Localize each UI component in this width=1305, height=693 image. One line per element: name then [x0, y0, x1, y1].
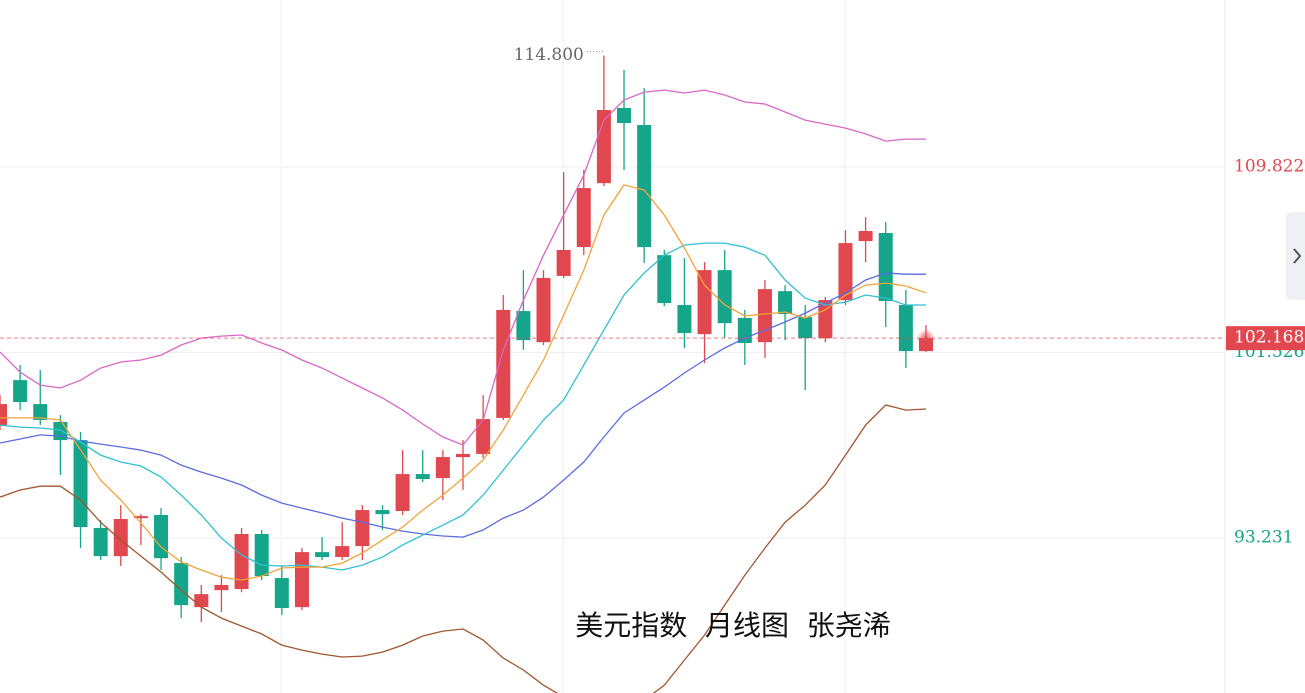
- candle-body: [657, 255, 672, 304]
- candle-body: [194, 594, 209, 608]
- candle-body: [737, 317, 752, 344]
- candle-body: [154, 514, 169, 559]
- y-tick-label: 109.822: [1234, 156, 1304, 176]
- indicator-line: [0, 272, 926, 538]
- max-label: 114.800: [514, 45, 584, 65]
- last-price-box: [1226, 326, 1305, 351]
- candle-body: [13, 380, 28, 403]
- last-price-label: 102.168: [1234, 328, 1304, 348]
- side-tab[interactable]: [1286, 212, 1305, 300]
- candle-body: [536, 277, 551, 343]
- candle-body: [878, 233, 893, 301]
- candle-body: [637, 125, 652, 248]
- candle-body: [33, 404, 48, 420]
- candle-body: [234, 534, 249, 590]
- candle-body: [677, 305, 692, 333]
- side-tab-bg[interactable]: [1286, 212, 1305, 300]
- candle-body: [697, 270, 712, 335]
- candle-body: [335, 546, 350, 558]
- candle-body: [355, 510, 370, 547]
- candle-body: [617, 108, 632, 123]
- candle-body: [516, 311, 531, 341]
- indicator-line: [0, 242, 926, 571]
- candle-body: [576, 188, 591, 248]
- candle-body: [455, 453, 470, 458]
- candle-body: [93, 527, 108, 557]
- candle-body: [315, 552, 330, 558]
- indicator-line: [0, 89, 926, 446]
- candle-body: [838, 243, 853, 301]
- candle-body: [274, 578, 289, 609]
- candle-body: [73, 440, 88, 528]
- grid: [0, 166, 1225, 539]
- candle-body: [174, 563, 189, 606]
- plot-area: 114.800: [0, 45, 1225, 693]
- candle-body: [717, 270, 732, 324]
- candle-body: [0, 404, 7, 426]
- chevron[interactable]: [1293, 248, 1302, 264]
- candle-body: [757, 289, 772, 343]
- indicator-line: [0, 404, 927, 693]
- candle-body: [818, 300, 833, 339]
- chart-title: 美元指数 月线图 张尧浠: [575, 609, 891, 642]
- candle-body: [476, 419, 491, 454]
- candle-body: [214, 584, 229, 591]
- candle-body: [375, 510, 390, 515]
- candle-body: [395, 474, 410, 511]
- indicator-line: [0, 184, 927, 581]
- candle-body: [435, 457, 450, 479]
- candle-body: [294, 552, 309, 608]
- candle-body: [778, 291, 793, 314]
- candle-body: [556, 250, 571, 276]
- candle-body: [113, 519, 128, 557]
- candle-body: [496, 309, 511, 418]
- candle-body: [133, 516, 148, 519]
- candle-body: [798, 317, 813, 339]
- last-price-glow: [916, 329, 935, 348]
- candle-body: [858, 231, 873, 242]
- candle-body: [415, 474, 430, 479]
- candle-body: [254, 534, 269, 577]
- y-tick-label: 93.231: [1234, 528, 1293, 548]
- candle-body: [898, 305, 913, 352]
